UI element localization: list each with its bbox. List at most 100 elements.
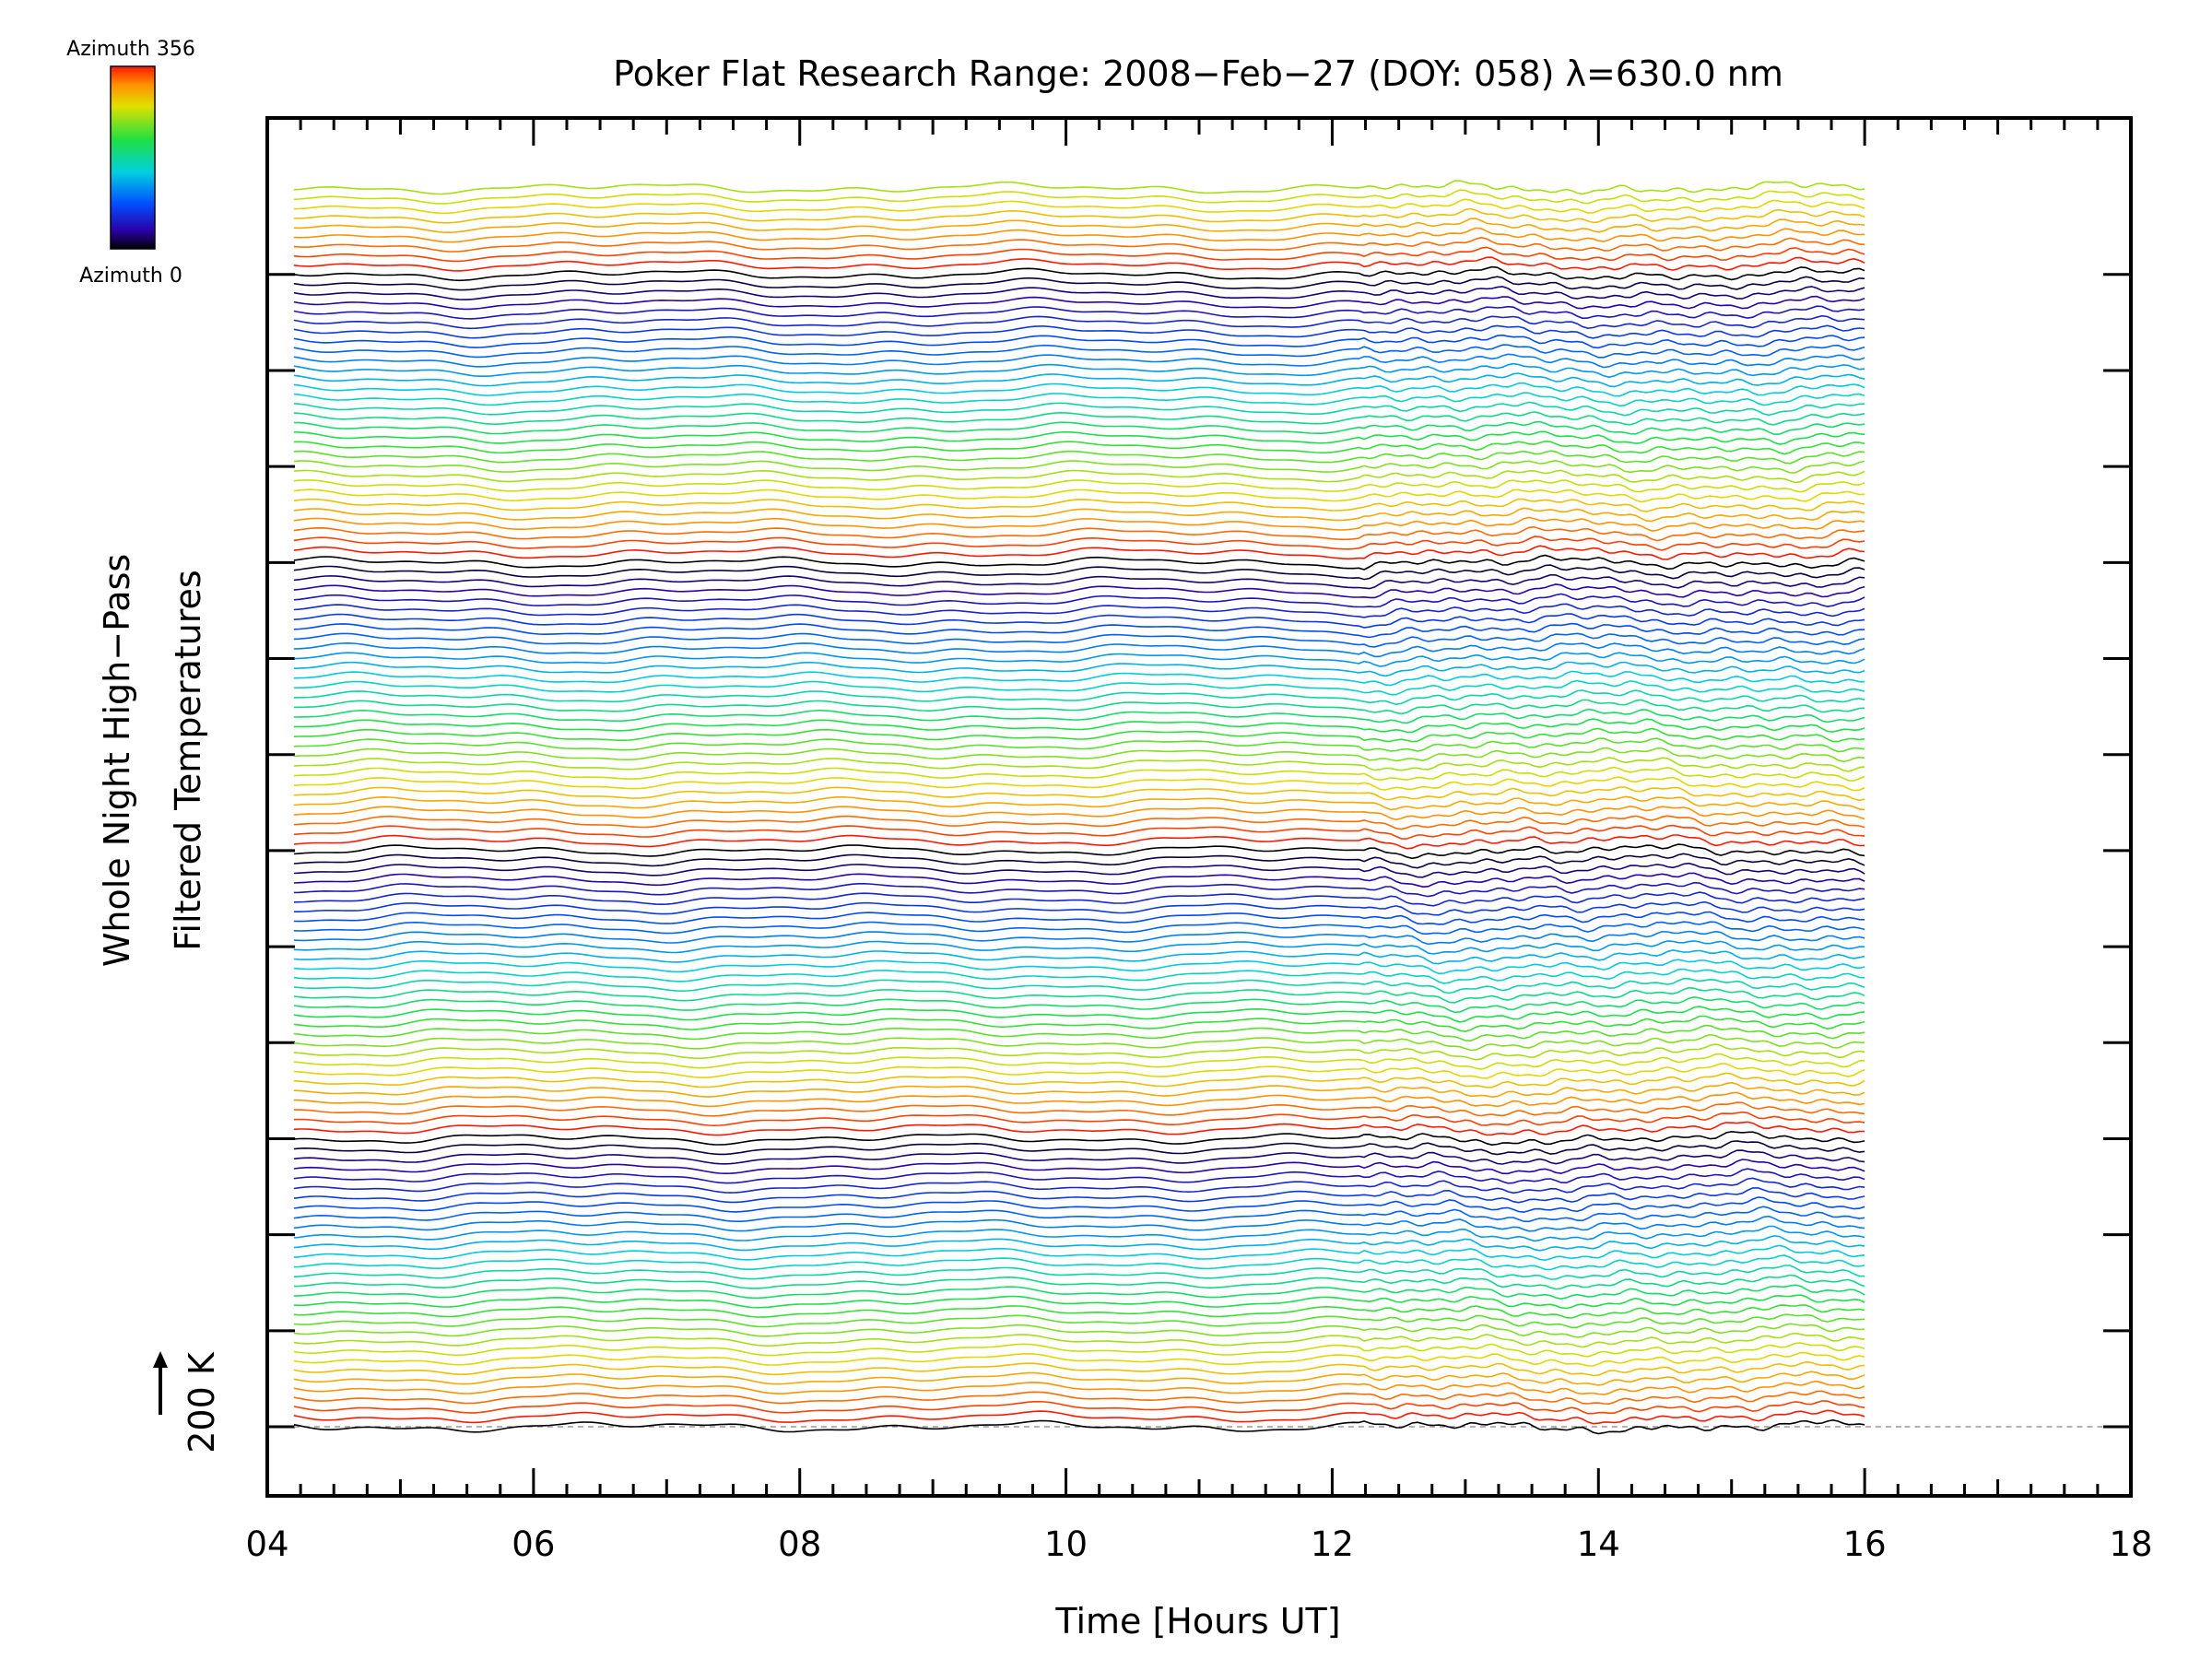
x-tick-label: 14 [1577,1524,1620,1564]
x-tick-label: 08 [778,1524,821,1564]
trace-line [293,1063,1865,1079]
scale-indicator: 200 K [153,1351,222,1453]
trace-line [293,314,1865,330]
trace-line [293,959,1865,975]
trace-line [293,276,1865,291]
trace-line [293,1024,1865,1042]
trace-line [293,1111,1865,1127]
trace-line [293,498,1865,512]
trace-line [293,256,1865,272]
trace-line [293,900,1865,916]
trace-line [293,1409,1865,1425]
trace-line [293,344,1865,359]
trace-line [293,766,1865,782]
trace-line [293,246,1865,263]
x-tick-label: 16 [1843,1524,1887,1564]
trace-line [293,207,1865,224]
trace-line [293,670,1865,687]
trace-line [293,930,1865,946]
trace-line [293,1418,1865,1435]
trace-line [293,718,1865,734]
trace-line [293,1053,1865,1070]
trace-line [293,324,1865,339]
trace-line [293,834,1865,850]
trace-line [293,1177,1865,1194]
trace-line [293,1265,1865,1280]
trace-line [293,545,1865,560]
trace-line [293,1215,1865,1232]
trace-line [293,554,1865,571]
trace-line [293,815,1865,830]
trace-line [293,372,1865,388]
x-tick-label: 18 [2109,1524,2152,1564]
trace-line [293,295,1865,311]
trace-line [293,286,1865,300]
trace-line [293,1254,1865,1271]
trace-line [293,353,1865,369]
chart-title: Poker Flat Research Range: 2008−Feb−27 (… [613,53,1783,94]
trace-line [293,1149,1865,1165]
trace-line [293,689,1865,706]
trace-line [293,1360,1865,1377]
trace-line [293,535,1865,551]
trace-line [293,401,1865,417]
colorbar-gradient [110,65,156,250]
trace-line [293,227,1865,243]
trace-line [293,921,1865,935]
trace-line [293,995,1865,1014]
trace-line [293,469,1865,484]
y-ticks [267,273,2131,1429]
trace-line [293,1101,1865,1117]
trace-line [293,1400,1865,1415]
trace-line [293,881,1865,898]
trace-line [293,218,1865,234]
trace-line [293,1234,1865,1252]
trace-line [293,305,1865,320]
trace-line [293,652,1865,667]
trace-line [293,1168,1865,1184]
x-tick-label: 06 [512,1524,555,1564]
trace-line [293,862,1865,878]
trace-line [293,776,1865,792]
trace-line [293,1159,1865,1175]
trace-line [293,727,1865,743]
trace-line [293,1187,1865,1204]
x-axis-label: Time [Hours UT] [1054,1601,1340,1641]
trace-line [293,1380,1865,1395]
trace-line [293,1323,1865,1338]
trace-line [293,872,1865,888]
trace-line [293,968,1865,984]
trace-line [293,1206,1865,1223]
trace-line [293,411,1865,426]
x-tick-label: 04 [245,1524,288,1564]
trace-line [293,382,1865,397]
trace-line [293,824,1865,840]
trace-line [293,1196,1865,1213]
trace-line [293,392,1865,407]
trace-line [293,1371,1865,1386]
scale-label: 200 K [182,1351,222,1453]
x-tick-label: 10 [1044,1524,1088,1564]
trace-line [293,1284,1865,1300]
trace-line [293,1015,1865,1033]
trace-line [293,564,1865,581]
x-tick-label: 12 [1311,1524,1354,1564]
trace-line [293,1072,1865,1088]
trace-line [293,573,1865,590]
trace-line [293,641,1865,658]
trace-line [293,1033,1865,1052]
trace-line [293,1091,1865,1108]
trace-line [293,198,1865,215]
scale-arrow-head [153,1351,168,1368]
trace-line [293,236,1865,253]
colorbar: Azimuth 356 Azimuth 0 [66,38,195,288]
trace-line [293,265,1865,282]
trace-line [293,430,1865,445]
y-axis-label-line1: Whole Night High−Pass [97,554,137,967]
trace-line [293,479,1865,493]
trace-line [293,757,1865,772]
trace-line [293,891,1865,907]
trace-line [293,1121,1865,1136]
trace-line [293,1332,1865,1348]
x-tick-labels: 04 06 08 10 12 14 16 18 [245,1524,2152,1564]
